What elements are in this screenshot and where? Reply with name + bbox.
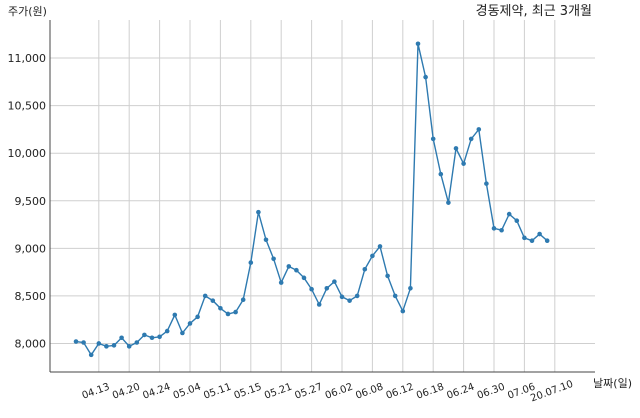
- price-series: [73, 41, 550, 358]
- data-point: [537, 231, 542, 237]
- x-tick-label: 06.12: [385, 382, 416, 402]
- x-tick-label: 04.13: [81, 382, 112, 402]
- data-point: [438, 171, 444, 177]
- data-point: [506, 211, 512, 217]
- y-axis-label: 주가(원): [8, 5, 47, 18]
- x-tick-label: 04.20: [111, 382, 142, 402]
- data-point: [233, 309, 238, 315]
- data-point: [544, 238, 550, 244]
- data-point: [423, 74, 428, 80]
- axes: [49, 20, 595, 373]
- x-tick-label: 06.30: [476, 382, 507, 402]
- data-point: [362, 266, 368, 272]
- data-point: [415, 41, 421, 47]
- data-point: [111, 343, 117, 348]
- data-point: [468, 136, 474, 142]
- data-point: [514, 218, 520, 224]
- data-point: [180, 330, 185, 336]
- data-point: [126, 344, 132, 349]
- x-tick-label: 06.02: [324, 382, 355, 402]
- data-point: [499, 227, 504, 233]
- data-point: [96, 341, 102, 346]
- x-tick-label: 05.11: [202, 382, 233, 402]
- data-point: [119, 335, 124, 341]
- data-point: [294, 267, 299, 273]
- data-point: [347, 298, 352, 303]
- x-tick-label: 05.15: [233, 382, 264, 402]
- data-point: [522, 235, 527, 241]
- data-point: [286, 264, 292, 269]
- data-point: [446, 200, 451, 205]
- data-point: [263, 237, 269, 243]
- data-point: [309, 286, 314, 292]
- data-point: [430, 136, 436, 142]
- data-point: [377, 244, 383, 249]
- data-point: [484, 181, 489, 186]
- data-point: [461, 161, 466, 166]
- data-point: [202, 293, 208, 299]
- y-tick-label: 8,500: [15, 290, 47, 303]
- data-point: [491, 226, 497, 231]
- data-point: [400, 308, 406, 314]
- data-point: [104, 344, 109, 349]
- y-tick-labels: 8,000 8,500 9,000 9,500 10,000 10,500 11,000: [8, 52, 47, 350]
- x-tick-label: 06.08: [354, 382, 385, 402]
- data-point: [164, 328, 170, 334]
- data-point: [324, 285, 330, 291]
- data-point: [248, 260, 254, 265]
- data-point: [370, 253, 375, 259]
- data-point: [225, 311, 231, 317]
- x-tick-label: 05.04: [172, 382, 203, 402]
- y-tick-label: 10,500: [8, 100, 47, 113]
- x-tick-label: 20.07.10: [529, 379, 575, 405]
- data-point: [271, 256, 276, 262]
- data-point: [385, 273, 390, 279]
- data-point: [392, 293, 398, 299]
- data-point: [476, 127, 482, 132]
- data-point: [332, 279, 337, 284]
- data-point: [218, 305, 223, 311]
- x-tick-label: 06.18: [415, 382, 446, 402]
- data-point: [88, 352, 94, 358]
- y-tick-label: 9,000: [15, 242, 47, 255]
- chart-title: 경동제약, 최근 3개월: [476, 4, 592, 19]
- data-point: [354, 293, 360, 299]
- data-point: [316, 302, 322, 307]
- data-point: [157, 334, 162, 340]
- data-point: [240, 297, 246, 302]
- data-point: [408, 285, 413, 291]
- data-point: [195, 314, 200, 320]
- data-point: [172, 312, 178, 318]
- data-point: [73, 339, 79, 344]
- data-point: [453, 146, 459, 151]
- data-point: [210, 298, 216, 303]
- x-tick-label: 04.24: [141, 382, 172, 402]
- x-tick-label: 06.24: [445, 382, 476, 402]
- x-tick-label: 05.27: [293, 382, 324, 402]
- y-tick-label: 9,500: [15, 195, 47, 208]
- data-point: [301, 275, 307, 281]
- data-point: [256, 209, 261, 215]
- x-tick-label: 05.21: [263, 382, 294, 402]
- y-tick-label: 10,000: [8, 147, 47, 160]
- data-point: [529, 238, 535, 244]
- data-point: [187, 321, 193, 326]
- data-point: [134, 340, 140, 345]
- data-point: [339, 294, 345, 300]
- data-point: [142, 332, 147, 338]
- y-tick-label: 8,000: [15, 337, 47, 350]
- y-tick-label: 11,000: [8, 52, 47, 65]
- x-axis-label: 날짜(일): [593, 376, 632, 390]
- x-tick-labels: 04.13 04.20 04.24 05.04 05.11 05.15 05.21 05.27…: [81, 379, 575, 405]
- data-point: [149, 335, 155, 341]
- data-point: [81, 340, 86, 345]
- data-point: [278, 280, 284, 285]
- gridlines: [50, 20, 595, 372]
